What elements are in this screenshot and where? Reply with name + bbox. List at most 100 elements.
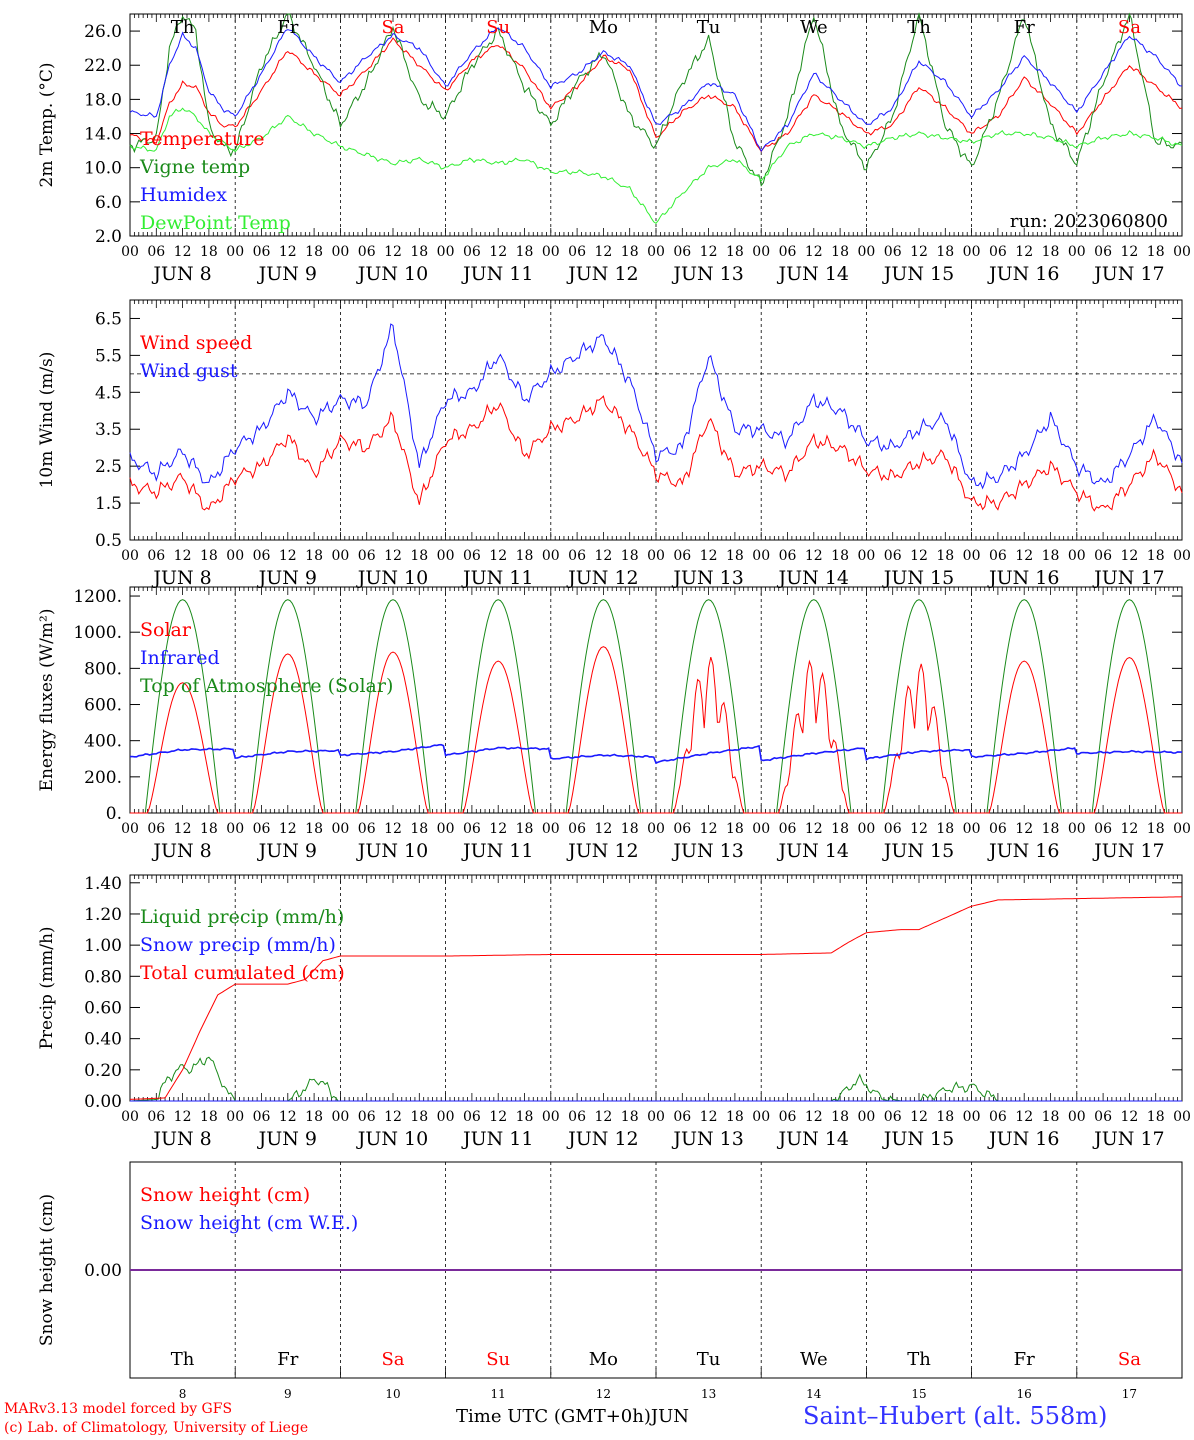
weekday-label: Fr xyxy=(1014,1349,1035,1370)
series-line-infrared xyxy=(129,743,1182,765)
hour-tick-label: 18 xyxy=(1042,548,1060,564)
series-line-dewpoint-temp xyxy=(129,107,1183,224)
panel-1-hour-ticks xyxy=(129,14,1183,236)
hour-tick-label: 12 xyxy=(910,821,928,837)
hour-tick-label: 12 xyxy=(700,1109,718,1125)
hour-tick-label: 00 xyxy=(963,244,981,260)
y-axis-label: 10m Wind (m/s) xyxy=(37,352,57,489)
credit-lab: (c) Lab. of Climatology, University of L… xyxy=(4,1420,309,1436)
series-line-wind-speed xyxy=(129,395,1183,512)
weekday-label: Th xyxy=(907,1349,931,1370)
hour-tick-label: 18 xyxy=(410,1109,428,1125)
y-tick-label: 200. xyxy=(84,768,122,788)
hour-tick-label: 00 xyxy=(1068,244,1086,260)
hour-tick-label: 12 xyxy=(910,548,928,564)
day-label: JUN 15 xyxy=(882,567,954,589)
y-tick-label: 4.5 xyxy=(95,383,122,403)
hour-tick-label: 00 xyxy=(647,244,665,260)
hour-tick-label: 06 xyxy=(358,244,376,260)
weekday-label: Th xyxy=(907,17,931,38)
hour-tick-label: 06 xyxy=(779,821,797,837)
weekday-label: Mo xyxy=(589,17,618,38)
hour-tick-label: 12 xyxy=(805,244,823,260)
y-tick-label: 0.60 xyxy=(84,998,122,1018)
hour-tick-label: 00 xyxy=(437,548,455,564)
hour-tick-label: 18 xyxy=(936,244,954,260)
hour-tick-label: 00 xyxy=(857,548,875,564)
time-axis-labels: 00 06 12 18 JUN 8 00 06 12 18 JUN 9 00 06 12 18 JUN 10… xyxy=(121,821,1191,862)
weekday-label: Sa xyxy=(1118,1349,1141,1370)
y-tick-label: 18.0 xyxy=(84,90,122,110)
hour-tick-label: 18 xyxy=(516,244,534,260)
hour-tick-label: 00 xyxy=(437,821,455,837)
weekday-label: We xyxy=(800,1349,828,1370)
hour-tick-label: 18 xyxy=(936,548,954,564)
hour-tick-label: 00 xyxy=(1173,1109,1191,1125)
hour-tick-label: 00 xyxy=(752,244,770,260)
hour-tick-label: 06 xyxy=(463,1109,481,1125)
hour-tick-label: 00 xyxy=(542,1109,560,1125)
day-label: JUN 13 xyxy=(671,840,743,862)
weekday-label: Fr xyxy=(1014,17,1035,38)
day-label: JUN 11 xyxy=(461,263,533,285)
day-label: JUN 14 xyxy=(777,567,849,589)
hour-tick-label: 12 xyxy=(700,244,718,260)
hour-tick-label: 12 xyxy=(594,1109,612,1125)
legend-entry: Wind gust xyxy=(140,360,238,382)
hour-tick-label: 06 xyxy=(568,1109,586,1125)
day-label: JUN 17 xyxy=(1092,263,1164,285)
hour-tick-label: 12 xyxy=(910,1109,928,1125)
hour-tick-label: 12 xyxy=(700,821,718,837)
hour-tick-label: 06 xyxy=(989,548,1007,564)
hour-tick-label: 18 xyxy=(831,548,849,564)
day-label: JUN 16 xyxy=(987,1128,1059,1150)
series-line-solar xyxy=(130,646,1182,814)
hour-tick-label: 12 xyxy=(1120,548,1138,564)
series-line-total-cumulated-cm- xyxy=(129,896,1183,1100)
day-label: JUN 8 xyxy=(151,840,211,862)
hour-tick-label: 12 xyxy=(700,548,718,564)
hour-tick-label: 00 xyxy=(752,548,770,564)
day-number-label: 8 xyxy=(179,1387,187,1401)
day-label: JUN 8 xyxy=(151,1128,211,1150)
hour-tick-label: 06 xyxy=(147,548,165,564)
y-tick-label: 14.0 xyxy=(84,125,122,145)
legend-entry: DewPoint Temp xyxy=(140,212,291,234)
hour-tick-label: 06 xyxy=(463,244,481,260)
hour-tick-label: 00 xyxy=(226,1109,244,1125)
time-axis-label: Time UTC (GMT+0h)JUN xyxy=(456,1406,689,1427)
hour-tick-label: 00 xyxy=(121,1109,139,1125)
day-label: JUN 12 xyxy=(566,567,638,589)
day-number-label: 13 xyxy=(701,1387,716,1401)
hour-tick-label: 00 xyxy=(963,1109,981,1125)
hour-tick-label: 12 xyxy=(594,821,612,837)
y-tick-label: 1.40 xyxy=(84,874,122,894)
panel-4-hour-ticks xyxy=(129,875,1183,1101)
time-utc-label: Time UTC (GMT+0h) xyxy=(456,1406,651,1427)
series-line-vigne-temp xyxy=(129,12,1183,187)
y-axis-label: 2m Temp. (°C) xyxy=(37,62,57,187)
hour-tick-label: 06 xyxy=(673,244,691,260)
hour-tick-label: 00 xyxy=(1173,548,1191,564)
series-line-humidex xyxy=(129,27,1182,153)
y-tick-label: 1.5 xyxy=(95,494,122,514)
day-number-label: 16 xyxy=(1017,1387,1032,1401)
hour-tick-label: 00 xyxy=(647,1109,665,1125)
day-label: JUN 8 xyxy=(151,567,211,589)
hour-tick-label: 12 xyxy=(489,548,507,564)
legend-entry: Top of Atmosphere (Solar) xyxy=(140,675,393,697)
hour-tick-label: 18 xyxy=(936,821,954,837)
series-line-temperature xyxy=(129,37,1183,153)
hour-tick-label: 18 xyxy=(726,1109,744,1125)
hour-tick-label: 00 xyxy=(121,244,139,260)
weekday-label: Tu xyxy=(697,17,721,38)
hour-tick-label: 18 xyxy=(1042,244,1060,260)
hour-tick-label: 06 xyxy=(1094,548,1112,564)
hour-tick-label: 06 xyxy=(253,548,271,564)
y-tick-label: 0.80 xyxy=(84,967,122,987)
hour-tick-label: 18 xyxy=(305,1109,323,1125)
month-label: JUN xyxy=(650,1406,690,1427)
y-tick-label: 2.0 xyxy=(95,227,122,247)
hour-tick-label: 18 xyxy=(726,548,744,564)
day-number-label: 15 xyxy=(911,1387,926,1401)
